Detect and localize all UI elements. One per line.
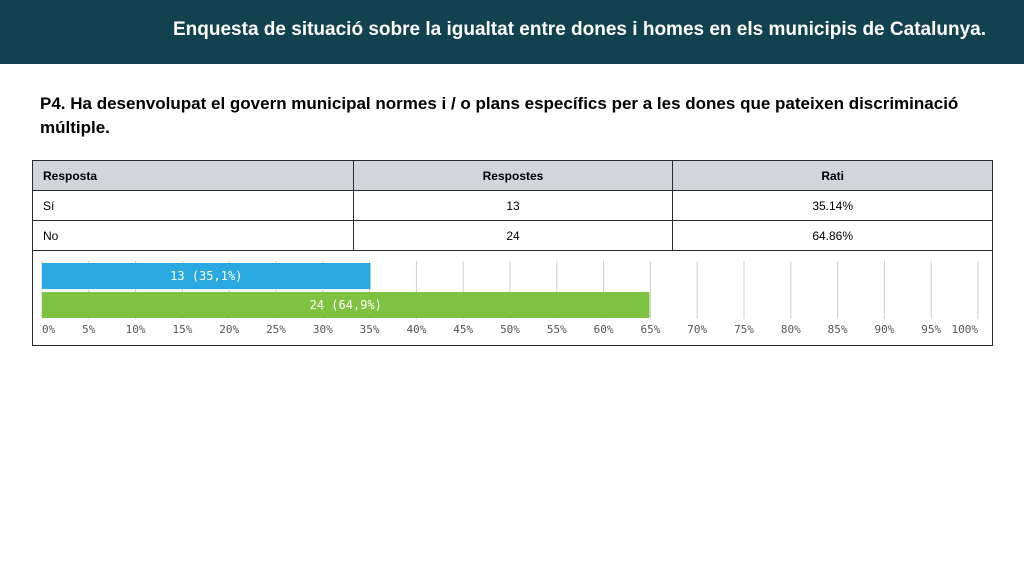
header-bar: Enquesta de situació sobre la igualtat e… — [0, 0, 1024, 64]
x-tick-label: 25% — [266, 323, 286, 336]
table-row: No 24 64.86% — [32, 220, 993, 251]
x-tick-label: 85% — [828, 323, 848, 336]
table-row: Sí 13 35.14% — [32, 190, 993, 221]
x-tick-label: 50% — [500, 323, 520, 336]
x-tick-label: 60% — [594, 323, 614, 336]
x-tick-label: 65% — [640, 323, 660, 336]
x-tick-label: 40% — [406, 323, 426, 336]
x-tick-label: 5% — [82, 323, 96, 336]
x-tick-label: 70% — [687, 323, 707, 336]
x-tick-label: 75% — [734, 323, 754, 336]
bar — [42, 263, 371, 289]
x-tick-label: 100% — [952, 323, 979, 336]
x-tick-label: 45% — [453, 323, 473, 336]
bar-data-label: 13 (35,1%) — [170, 269, 242, 283]
bar-chart-svg: 0% 5% 10% 15% 20% 25% 30% 35% 40% 45% 50% 55% 60% 65%… — [41, 261, 979, 336]
x-tick-label: 30% — [313, 323, 333, 336]
x-tick-label: 90% — [874, 323, 894, 336]
x-tick-label: 35% — [360, 323, 380, 336]
column-header-resposta: Resposta — [32, 160, 354, 191]
x-tick-label: 15% — [172, 323, 192, 336]
question-text: P4. Ha desenvolupat el govern municipal … — [40, 94, 959, 137]
x-tick-label: 55% — [547, 323, 567, 336]
bar — [42, 292, 650, 318]
table-cell-rati: 35.14% — [672, 190, 993, 221]
results-table: Resposta Respostes Rati Sí 13 35.14% No … — [32, 160, 993, 251]
column-header-rati: Rati — [672, 160, 993, 191]
x-tick-label: 0% — [42, 323, 56, 336]
table-cell-respostes: 13 — [352, 190, 674, 221]
column-header-respostes: Respostes — [352, 160, 674, 191]
bar-data-label: 24 (64,9%) — [310, 298, 382, 312]
x-tick-label: 10% — [126, 323, 146, 336]
x-tick-label: 80% — [781, 323, 801, 336]
table-header-row: Resposta Respostes Rati — [32, 160, 993, 191]
bar-chart: 0% 5% 10% 15% 20% 25% 30% 35% 40% 45% 50% 55% 60% 65%… — [32, 249, 993, 346]
table-cell-respostes: 24 — [352, 220, 674, 251]
x-tick-label: 95% — [921, 323, 941, 336]
table-cell-rati: 64.86% — [672, 220, 993, 251]
table-cell-resposta: Sí — [32, 190, 354, 221]
table-cell-resposta: No — [32, 220, 354, 251]
x-tick-label: 20% — [219, 323, 239, 336]
page-title: Enquesta de situació sobre la igualtat e… — [173, 19, 986, 40]
